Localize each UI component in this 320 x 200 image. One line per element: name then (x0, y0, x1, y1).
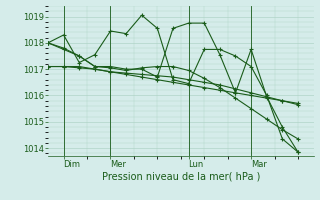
X-axis label: Pression niveau de la mer( hPa ): Pression niveau de la mer( hPa ) (102, 172, 260, 182)
